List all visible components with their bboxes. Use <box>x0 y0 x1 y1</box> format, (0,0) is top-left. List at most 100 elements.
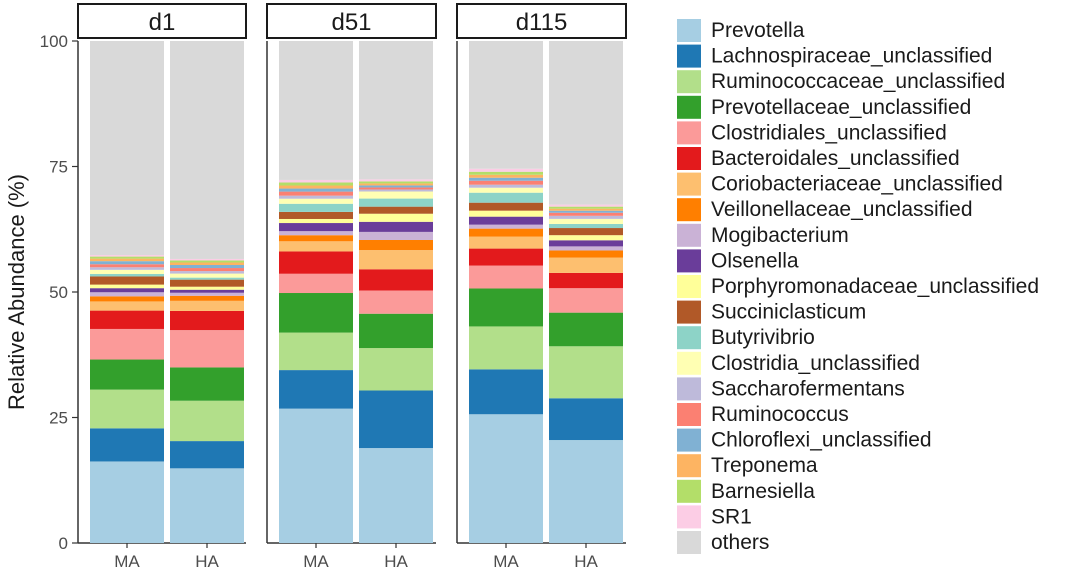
bar-segment-veillonellaceae_unclassified <box>90 296 164 302</box>
legend-label: Olsenella <box>711 249 799 272</box>
plot-layer: d1 MA HA d51 MA HA d115 MA HA <box>77 3 627 571</box>
legend-item: Butyrivibrio <box>677 326 815 350</box>
legend-swatch <box>677 377 701 401</box>
bar-segment-others <box>279 41 353 180</box>
bar-segment-bacteroidales_unclassified <box>90 310 164 329</box>
bar-segment-saccharofermentans <box>90 267 164 270</box>
legend-label: Bacteroidales_unclassified <box>711 147 960 170</box>
legend-swatch <box>677 44 701 68</box>
bar-segment-bacteroidales_unclassified <box>359 269 433 291</box>
bar-segment-prevotella <box>359 448 433 543</box>
legend-label: SR1 <box>711 505 752 528</box>
y-tick-label: 75 <box>49 158 68 177</box>
bar-segment-butyrivibrio <box>549 223 623 229</box>
legend-label: Ruminococcaceae_unclassified <box>711 70 1005 93</box>
bar-segment-chloroflexi_unclassified <box>359 185 433 188</box>
bar-segment-porphyromonadaceae_unclassified <box>170 286 244 290</box>
bar-segment-clostridia_unclassified <box>279 198 353 204</box>
bar-segment-olsenella <box>170 289 244 293</box>
panel-strip <box>266 3 437 39</box>
legend-label: Clostridia_unclassified <box>711 352 920 375</box>
bar-segment-mogibacterium <box>469 224 543 229</box>
bar-segment-coriobacteriaceae_unclassified <box>469 236 543 249</box>
legend-swatch <box>677 223 701 247</box>
legend-label: others <box>711 531 769 554</box>
bar-segment-veillonellaceae_unclassified <box>549 250 623 258</box>
legend-item: others <box>677 531 769 554</box>
bar-segment-coriobacteriaceae_unclassified <box>279 241 353 252</box>
bar-d51-MA <box>279 41 353 543</box>
bar-segment-ruminococcaceae_unclassified <box>469 326 543 370</box>
legend-label: Clostridiales_unclassified <box>711 121 947 144</box>
y-tick-label: 0 <box>59 534 68 553</box>
legend-item: Ruminococcus <box>677 403 849 426</box>
legend-swatch <box>677 326 701 350</box>
panel-strip-label: d1 <box>149 9 176 36</box>
legend-swatch <box>677 198 701 222</box>
panel-d115: d115 MA HA <box>456 3 627 571</box>
legend-item: Clostridiales_unclassified <box>677 121 947 145</box>
bar-segment-chloroflexi_unclassified <box>549 210 623 213</box>
bar-segment-saccharofermentans <box>549 215 623 219</box>
bar-segment-clostridia_unclassified <box>90 269 164 274</box>
bar-segment-prevotellaceae_unclassified <box>359 313 433 349</box>
bar-segment-lachnospiraceae_unclassified <box>279 370 353 409</box>
x-tick-label: MA <box>114 552 140 571</box>
bar-segment-coriobacteriaceae_unclassified <box>90 301 164 311</box>
bar-d1-MA <box>90 41 164 543</box>
bar-segment-others <box>359 41 433 180</box>
bar-segment-chloroflexi_unclassified <box>469 177 543 181</box>
bar-segment-barnesiella <box>549 206 623 209</box>
bar-segment-sr1 <box>170 258 244 261</box>
legend-swatch <box>677 454 701 478</box>
bar-segment-veillonellaceae_unclassified <box>279 235 353 242</box>
bar-segment-succiniclasticum <box>90 276 164 285</box>
panel-strip <box>77 3 247 39</box>
y-tick-label: 50 <box>49 283 68 302</box>
legend-label: Butyrivibrio <box>711 326 815 349</box>
bar-segment-clostridiales_unclassified <box>170 330 244 368</box>
bar-segment-porphyromonadaceae_unclassified <box>279 218 353 224</box>
bar-segment-lachnospiraceae_unclassified <box>469 369 543 415</box>
legend-item: Succiniclasticum <box>677 300 866 324</box>
legend-item: Ruminococcaceae_unclassified <box>677 70 1005 94</box>
legend-swatch <box>677 19 701 42</box>
legend-swatch <box>677 275 701 298</box>
bar-segment-lachnospiraceae_unclassified <box>170 441 244 469</box>
bar-d1-HA <box>170 41 244 543</box>
legend-swatch <box>677 121 701 145</box>
legend-swatch <box>677 147 701 170</box>
bar-segment-sr1 <box>279 179 353 183</box>
bar-d51-HA <box>359 41 433 543</box>
bar-segment-porphyromonadaceae_unclassified <box>549 235 623 241</box>
bar-segment-barnesiella <box>359 181 433 184</box>
bar-segment-ruminococcus <box>170 268 244 272</box>
bar-segment-clostridia_unclassified <box>359 191 433 199</box>
legend-swatch <box>677 479 701 503</box>
legend-label: Treponema <box>711 454 818 477</box>
bar-segment-lachnospiraceae_unclassified <box>90 428 164 462</box>
bar-segment-treponema <box>469 174 543 178</box>
bar-segment-coriobacteriaceae_unclassified <box>549 257 623 273</box>
y-axis: Relative Abundance (%) 0 25 50 75 100 <box>4 32 78 553</box>
legend-swatch <box>677 351 701 375</box>
x-tick-label: HA <box>384 552 408 571</box>
bar-segment-mogibacterium <box>90 292 164 297</box>
y-tick-label: 25 <box>49 409 68 428</box>
bar-segment-olsenella <box>90 288 164 293</box>
bar-segment-succiniclasticum <box>170 279 244 287</box>
bar-segment-ruminococcus <box>279 191 353 196</box>
bar-d115-HA <box>549 41 623 543</box>
bar-segment-clostridiales_unclassified <box>469 265 543 289</box>
bar-segment-saccharofermentans <box>359 189 433 192</box>
bar-segment-veillonellaceae_unclassified <box>469 228 543 237</box>
bar-segment-mogibacterium <box>170 292 244 296</box>
legend-item: Porphyromonadaceae_unclassified <box>677 275 1039 298</box>
bar-segment-saccharofermentans <box>469 184 543 188</box>
legend-label: Prevotellaceae_unclassified <box>711 96 971 119</box>
bar-segment-coriobacteriaceae_unclassified <box>359 250 433 270</box>
legend-label: Mogibacterium <box>711 224 849 247</box>
bar-segment-butyrivibrio <box>90 273 164 277</box>
bar-segment-veillonellaceae_unclassified <box>170 295 244 301</box>
bar-segment-others <box>549 41 623 205</box>
